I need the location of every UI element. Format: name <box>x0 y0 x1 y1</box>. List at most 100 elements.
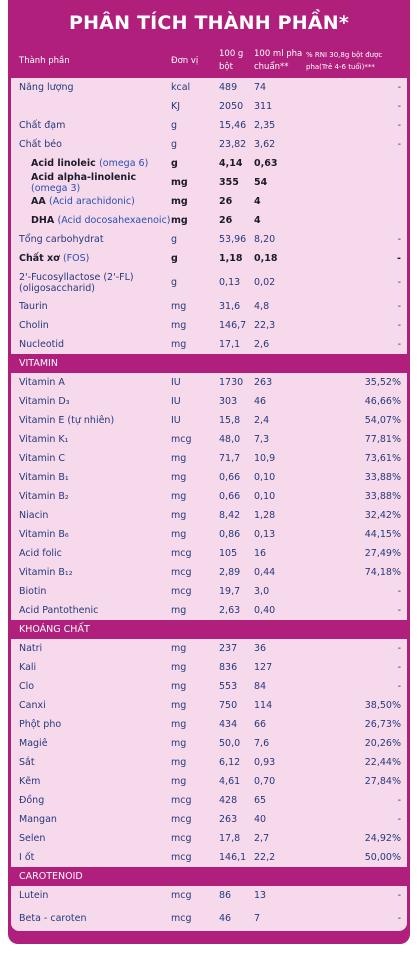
unit-cell: mg <box>171 776 187 787</box>
per-100g-cell: 0,66 <box>219 472 241 483</box>
table-row: Chất béo g 23,82 3,62 - <box>11 135 407 154</box>
name-cell: Acid alpha-linolenic (omega 3) <box>11 172 171 194</box>
rni-cell: - <box>397 795 401 806</box>
unit-cell: mg <box>171 529 187 540</box>
table-row: Acid folic mcg 105 16 27,49% <box>11 544 407 563</box>
column-header: Thành phần Đơn vị 100 g bột 100 ml pha c… <box>11 44 407 78</box>
per-100ml-cell: 10,9 <box>254 453 276 464</box>
per-100g-cell: 146,1 <box>219 852 247 863</box>
ingredient-name: Vitamin B₂ <box>19 491 69 502</box>
table-row: Nucleotid mg 17,1 2,6 - <box>11 335 407 354</box>
per-100ml-cell: 263 <box>254 377 273 388</box>
per-100g-cell: 428 <box>219 795 238 806</box>
table-row: Tổng carbohydrat g 53,96 8,20 - <box>11 230 407 249</box>
ingredient-name: Vitamin A <box>19 377 65 388</box>
column-title: 100 g bột <box>219 49 244 72</box>
ingredient-name: Mangan <box>19 814 57 825</box>
rni-cell: - <box>397 912 401 924</box>
rni-cell: - <box>397 605 401 616</box>
name-cell: Chất xơ (FOS) <box>11 253 171 264</box>
per-100ml-cell: 22,3 <box>254 320 276 331</box>
table-row: Vitamin B₂ mg 0,66 0,10 33,88% <box>11 487 407 506</box>
table-row: Selen mcg 17,8 2,7 24,92% <box>11 829 407 848</box>
table-row: Cholin mg 146,7 22,3 - <box>11 316 407 335</box>
per-100g-cell: 303 <box>219 396 238 407</box>
unit-cell: mcg <box>171 833 192 844</box>
per-100g-cell: 71,7 <box>219 453 241 464</box>
rni-cell: 50,00% <box>364 852 401 863</box>
rni-cell: 38,50% <box>364 700 401 711</box>
per-100ml-cell: 0,93 <box>254 757 276 768</box>
table-row: KJ 2050 311 - <box>11 97 407 116</box>
unit-cell: mcg <box>171 795 192 806</box>
per-100ml-cell: 46 <box>254 396 267 407</box>
per-100g-cell: 1,18 <box>219 253 243 264</box>
ingredient-note: (Acid docosahexaenoic) <box>57 215 171 226</box>
name-cell: Vitamin B₂ <box>11 491 171 502</box>
unit-cell: mcg <box>171 890 192 901</box>
table-row: Acid linoleic (omega 6) g 4,14 0,63 <box>11 154 407 173</box>
ingredient-note: (Acid arachidonic) <box>49 196 135 207</box>
ingredient-name: Selen <box>19 833 46 844</box>
per-100ml-cell: 0,18 <box>254 253 278 264</box>
name-cell: Vitamin B₆ <box>11 529 171 540</box>
name-cell: Natri <box>11 643 171 654</box>
table-row: Beta - caroten mcg 46 7 - <box>11 905 407 931</box>
rni-cell: 33,88% <box>364 491 401 502</box>
section-header: VITAMIN <box>19 358 58 369</box>
unit-cell: mg <box>171 681 187 692</box>
per-100ml-cell: 65 <box>254 795 267 806</box>
table-row: Vitamin E (tự nhiên) IU 15,8 2,4 54,07% <box>11 411 407 430</box>
name-cell: Taurin <box>11 301 171 312</box>
per-100g-cell: 2,89 <box>219 567 241 578</box>
per-100ml-cell: 0,10 <box>254 472 276 483</box>
unit-cell: mcg <box>171 548 192 559</box>
table-row: Acid alpha-linolenic (omega 3) mg 355 54 <box>11 172 407 194</box>
per-100ml-cell: 0,40 <box>254 605 276 616</box>
table-row: Kali mg 836 127 - <box>11 658 407 677</box>
ingredient-name: Magiê <box>19 738 48 749</box>
ingredient-name: Nucleotid <box>19 339 65 350</box>
name-cell: DHA (Acid docosahexaenoic) <box>11 215 171 226</box>
per-100ml-cell: 127 <box>254 662 273 673</box>
per-100g-cell: 1730 <box>219 377 244 388</box>
ingredient-name: Clo <box>19 681 35 692</box>
unit-cell: mg <box>171 339 187 350</box>
ingredient-note: (FOS) <box>62 253 90 264</box>
unit-cell: g <box>171 234 178 245</box>
rni-cell: - <box>397 101 401 112</box>
unit-cell: IU <box>171 377 181 388</box>
unit-cell: mg <box>171 320 187 331</box>
unit-cell: mg <box>171 719 187 730</box>
per-100g-cell: 17,1 <box>219 339 241 350</box>
ingredient-name: Acid Pantothenic <box>19 605 99 616</box>
per-100ml-cell: 4 <box>254 215 261 226</box>
table-body: Năng lượng kcal 489 74- KJ 2050 311- Chất đạm g 1… <box>11 78 407 931</box>
unit-cell: kcal <box>171 82 191 93</box>
per-100g-cell: 50,0 <box>219 738 241 749</box>
ingredient-name: Acid alpha-linolenic <box>31 171 137 183</box>
ingredient-name: Vitamin E (tự nhiên) <box>19 415 115 426</box>
rni-cell: - <box>397 662 401 673</box>
per-100g-cell: 434 <box>219 719 238 730</box>
per-100ml-cell: 4 <box>254 196 261 207</box>
unit-cell: mcg <box>171 912 192 924</box>
per-100ml-cell: 74 <box>254 82 267 93</box>
name-cell: Canxi <box>11 700 171 711</box>
per-100ml-cell: 36 <box>254 643 267 654</box>
per-100ml-cell: 0,10 <box>254 491 276 502</box>
name-cell: Lutein <box>11 890 171 901</box>
rni-cell: - <box>397 82 401 93</box>
ingredient-name: I ốt <box>19 852 35 863</box>
per-100ml-cell: 13 <box>254 890 267 901</box>
rni-cell: 77,81% <box>364 434 401 445</box>
rni-cell: 54,07% <box>364 415 401 426</box>
per-100ml-cell: 7 <box>254 912 261 924</box>
ingredient-name: Phột pho <box>19 719 62 730</box>
unit-cell: mg <box>171 177 188 188</box>
per-100g-cell: 15,46 <box>219 120 247 131</box>
table-row: Vitamin B₁₂ mcg 2,89 0,44 74,18% <box>11 563 407 582</box>
ingredient-name: Chất béo <box>19 139 62 150</box>
rni-cell: 44,15% <box>364 529 401 540</box>
unit-cell: mg <box>171 472 187 483</box>
